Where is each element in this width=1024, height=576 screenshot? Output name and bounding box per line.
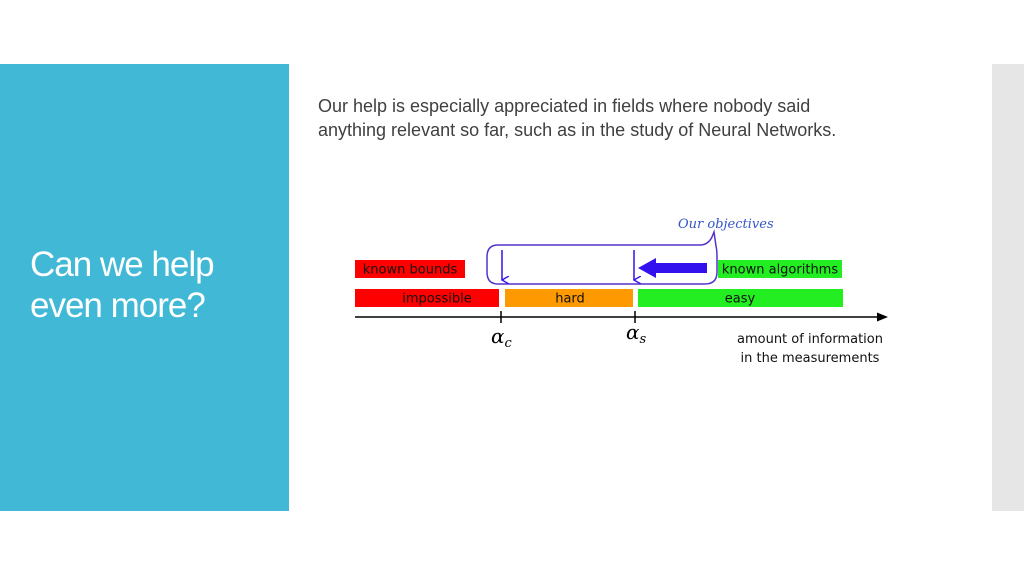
known-algorithms-label: known algorithms	[722, 263, 838, 278]
impossible-label: impossible	[402, 292, 472, 307]
objectives-callout	[486, 229, 718, 285]
alpha-c-label: αc	[491, 324, 513, 351]
hard-label: hard	[555, 292, 585, 307]
impossible-region	[355, 289, 499, 307]
objectives-left-arrow	[638, 258, 707, 278]
axis-arrowhead	[877, 312, 888, 322]
body-text-line-1: Our help is especially appreciated in fi…	[318, 96, 811, 116]
easy-region	[638, 289, 843, 307]
body-text-line-2: anything relevant so far, such as in the…	[318, 120, 837, 140]
alpha-s-label: αs	[626, 320, 647, 347]
slide-title-line-1: Can we help	[30, 245, 215, 284]
easy-label: easy	[725, 292, 756, 307]
hard-region	[505, 289, 633, 307]
slide-title-line-2: even more?	[30, 286, 206, 325]
known-bounds-label: known bounds	[363, 263, 458, 278]
known-algorithms-box	[718, 260, 842, 278]
objectives-callout-label: Our objectives	[678, 217, 774, 232]
axis-label-line-1: amount of information	[737, 332, 883, 347]
phase-diagram: Our objectives known bounds known algori…	[355, 217, 888, 366]
axis-label-line-2: in the measurements	[741, 351, 880, 366]
known-bounds-box	[355, 260, 465, 278]
title-panel	[0, 64, 289, 511]
body-text: Our help is especially appreciated in fi…	[318, 94, 918, 142]
right-margin-strip	[992, 64, 1024, 511]
slide-title: Can we help even more?	[30, 244, 280, 326]
